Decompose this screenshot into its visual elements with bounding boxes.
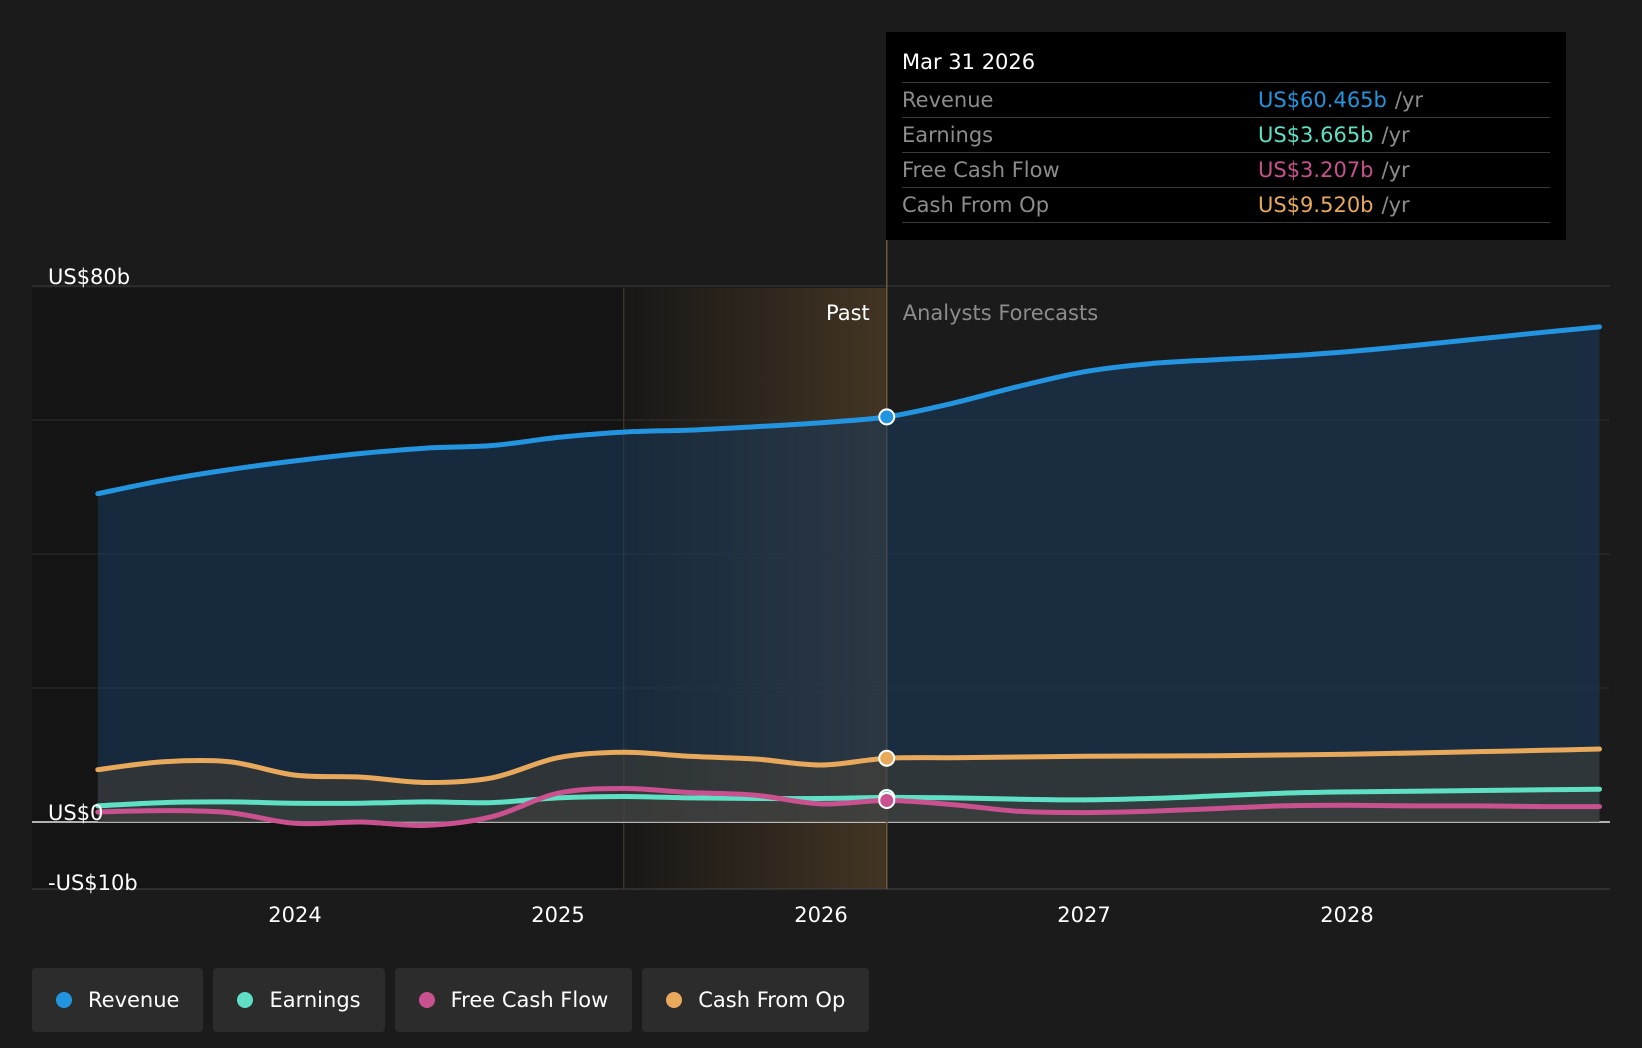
revenue-marker — [878, 408, 896, 426]
legend-item-free-cash-flow[interactable]: Free Cash Flow — [394, 968, 633, 1032]
y-tick-label: US$80b — [48, 265, 130, 289]
chart-legend: Revenue Earnings Free Cash Flow Cash Fro… — [32, 968, 879, 1032]
revenue-dot-icon — [56, 992, 72, 1008]
tooltip-unit: /yr — [1381, 193, 1410, 217]
earnings-dot-icon — [237, 992, 254, 1008]
tooltip-label: Earnings — [902, 123, 994, 147]
tooltip-value: US$3.665b — [1258, 123, 1374, 147]
tooltip-row-free-cash-flow: Free Cash Flow US$3.207b /yr — [902, 152, 1550, 187]
forecast-label: Analysts Forecasts — [903, 301, 1098, 325]
free-cash-flow-marker — [878, 792, 896, 810]
x-tick-label: 2027 — [1057, 903, 1110, 927]
tooltip-date: Mar 31 2026 — [902, 50, 1036, 74]
tooltip-row-cash-from-op: Cash From Op US$9.520b /yr — [902, 187, 1550, 223]
revenue-area — [97, 326, 1600, 822]
tooltip-unit: /yr — [1381, 123, 1410, 147]
x-tick-label: 2026 — [794, 903, 847, 927]
earnings-line — [95, 786, 1602, 809]
free-cash-flow-line — [95, 785, 1602, 829]
tooltip-row-earnings: Earnings US$3.665b /yr — [902, 117, 1550, 152]
legend-item-revenue[interactable]: Revenue — [32, 968, 204, 1032]
tooltip-value: US$9.520b — [1258, 193, 1374, 217]
y-tick-label: US$0 — [48, 801, 103, 825]
y-tick-label: -US$10b — [48, 871, 138, 895]
legend-label: Free Cash Flow — [450, 988, 609, 1012]
free-cash-flow-dot-icon — [418, 992, 435, 1008]
tooltip-label: Cash From Op — [902, 193, 1050, 217]
legend-label: Cash From Op — [698, 988, 846, 1012]
legend-item-cash-from-op[interactable]: Cash From Op — [642, 968, 870, 1032]
legend-label: Revenue — [88, 988, 180, 1012]
hover-tooltip: Mar 31 2026 Revenue US$60.465b /yr Earni… — [886, 32, 1566, 240]
tooltip-label: Free Cash Flow — [902, 158, 1060, 182]
legend-label: Earnings — [269, 988, 361, 1012]
cash-from-op-marker — [878, 749, 896, 767]
financial-chart: US$80b US$0 -US$10b 2024 2025 2026 2027 2028 Pas… — [32, 240, 1610, 927]
revenue-line — [95, 324, 1602, 497]
tooltip-row-revenue: Revenue US$60.465b /yr — [902, 82, 1550, 117]
tooltip-unit: /yr — [1381, 158, 1410, 182]
tooltip-unit: /yr — [1394, 88, 1424, 112]
free-cash-flow-area — [97, 788, 1600, 826]
tooltip-value: US$60.465b — [1258, 88, 1387, 112]
cash-from-op-dot-icon — [666, 992, 683, 1008]
x-tick-label: 2028 — [1320, 903, 1373, 927]
x-tick-label: 2025 — [531, 903, 584, 927]
x-tick-label: 2024 — [268, 903, 321, 927]
tooltip-value: US$3.207b — [1258, 158, 1374, 182]
cash-from-op-line — [95, 746, 1602, 786]
legend-item-earnings[interactable]: Earnings — [213, 968, 385, 1032]
past-label: Past — [826, 301, 870, 325]
tooltip-label: Revenue — [902, 88, 994, 112]
